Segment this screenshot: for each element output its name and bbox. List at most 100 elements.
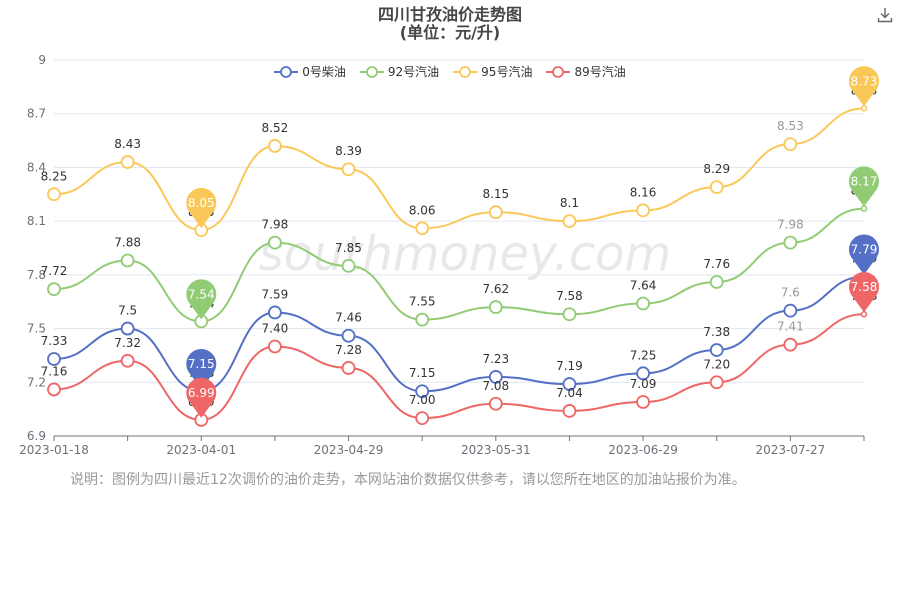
pin-marker: 7.54 (186, 279, 217, 320)
legend-item-1[interactable]: 92号汽油 (359, 63, 440, 80)
data-point (488, 300, 503, 314)
data-point (783, 235, 798, 250)
data-point (268, 139, 282, 153)
legend-swatch (453, 65, 478, 78)
data-point (709, 180, 724, 195)
pin-label: 8.17 (851, 175, 878, 189)
pin-marker: 8.05 (186, 187, 217, 229)
data-label: 8.52 (262, 121, 289, 135)
data-point (268, 235, 282, 250)
data-point (47, 187, 61, 202)
pin-marker: 8.73 (849, 66, 879, 107)
series-line-2 (53, 107, 865, 232)
data-label: 7.28 (335, 343, 362, 357)
download-icon[interactable] (876, 6, 894, 24)
data-point (120, 321, 135, 336)
data-point (488, 396, 503, 411)
data-label: 7.64 (630, 279, 657, 293)
legend-item-2[interactable]: 95号汽油 (453, 63, 532, 80)
data-point (636, 296, 650, 311)
series-line-1 (53, 207, 865, 323)
data-label: 7.5 (118, 304, 137, 318)
data-point (47, 282, 61, 297)
data-point (562, 214, 577, 229)
chart-title: 四川甘孜油价走势图 (377, 5, 522, 24)
data-label: 7.98 (777, 218, 804, 232)
pin-label: 8.05 (188, 196, 215, 210)
data-point (415, 411, 430, 425)
legend-label: 95号汽油 (481, 65, 533, 79)
data-label: 7.04 (556, 386, 583, 400)
pin-shape (849, 272, 880, 313)
pin-shape (849, 66, 879, 107)
y-tick-label: 8.4 (27, 160, 46, 174)
data-point (636, 366, 650, 381)
data-point (415, 384, 430, 399)
pin-shape (186, 187, 217, 229)
data-label: 8.06 (409, 203, 436, 217)
data-point (709, 275, 724, 289)
data-label: 7.16 (41, 364, 68, 378)
series-line-0 (53, 275, 865, 393)
data-label: 7.55 (409, 295, 436, 309)
data-label: 7.19 (556, 359, 583, 373)
y-tick-label: 7.5 (27, 322, 46, 336)
data-label: 7.25 (630, 348, 657, 362)
pin-marker: 8.17 (849, 166, 880, 207)
data-label: 8.39 (335, 144, 362, 158)
pin-shape (186, 349, 217, 390)
data-label: 7.32 (114, 336, 141, 350)
pin-label: 7.58 (851, 280, 878, 294)
pin-marker: 7.15 (186, 349, 217, 390)
pin-shape (849, 166, 880, 207)
chart-subtitle: (单位：元/升) (399, 23, 501, 42)
data-point (709, 343, 724, 357)
legend-label: 0号柴油 (302, 65, 346, 79)
data-label: 7.00 (409, 393, 436, 407)
pin-shape (186, 377, 217, 418)
pin-marker: 6.99 (186, 377, 217, 418)
data-point (268, 305, 282, 320)
data-point (488, 370, 503, 384)
data-point (636, 203, 650, 218)
pin-label: 8.73 (851, 74, 878, 88)
data-label: 8.16 (630, 185, 657, 199)
data-label: 7.20 (703, 357, 730, 371)
x-tick-label: 2023-06-29 (608, 443, 678, 457)
y-tick-label: 8.7 (27, 107, 46, 121)
data-point (268, 339, 282, 354)
data-point (341, 361, 356, 375)
pin-label: 7.79 (851, 243, 878, 257)
data-point (47, 382, 61, 397)
data-label: 7.85 (335, 241, 362, 255)
data-label: 8.53 (777, 119, 804, 133)
data-point (783, 337, 798, 352)
data-point (341, 328, 356, 343)
legend-item-0[interactable]: 0号柴油 (274, 63, 346, 80)
data-point (709, 375, 724, 390)
data-label: 7.6 (781, 286, 800, 300)
data-point (47, 352, 61, 366)
legend-swatch (546, 65, 571, 78)
pin-shape (849, 234, 880, 275)
data-label: 7.15 (409, 366, 436, 380)
x-tick-label: 2023-04-01 (166, 443, 236, 457)
data-point (120, 253, 135, 268)
data-point (636, 395, 650, 409)
pin-marker: 7.79 (849, 234, 880, 275)
legend-item-3[interactable]: 89号汽油 (546, 63, 626, 80)
legend-label: 92号汽油 (387, 65, 440, 79)
data-label: 7.59 (262, 287, 289, 301)
data-label: 7.33 (41, 334, 68, 348)
data-label: 8.29 (703, 162, 730, 176)
data-point (783, 137, 798, 152)
y-tick-label: 7.8 (27, 268, 46, 282)
data-label: 7.58 (556, 289, 583, 303)
data-label: 8.25 (41, 169, 68, 183)
data-label: 7.08 (482, 379, 509, 393)
data-label: 7.46 (335, 311, 362, 325)
data-point (120, 155, 135, 169)
data-label: 8.1 (560, 196, 579, 210)
data-point (341, 162, 356, 177)
